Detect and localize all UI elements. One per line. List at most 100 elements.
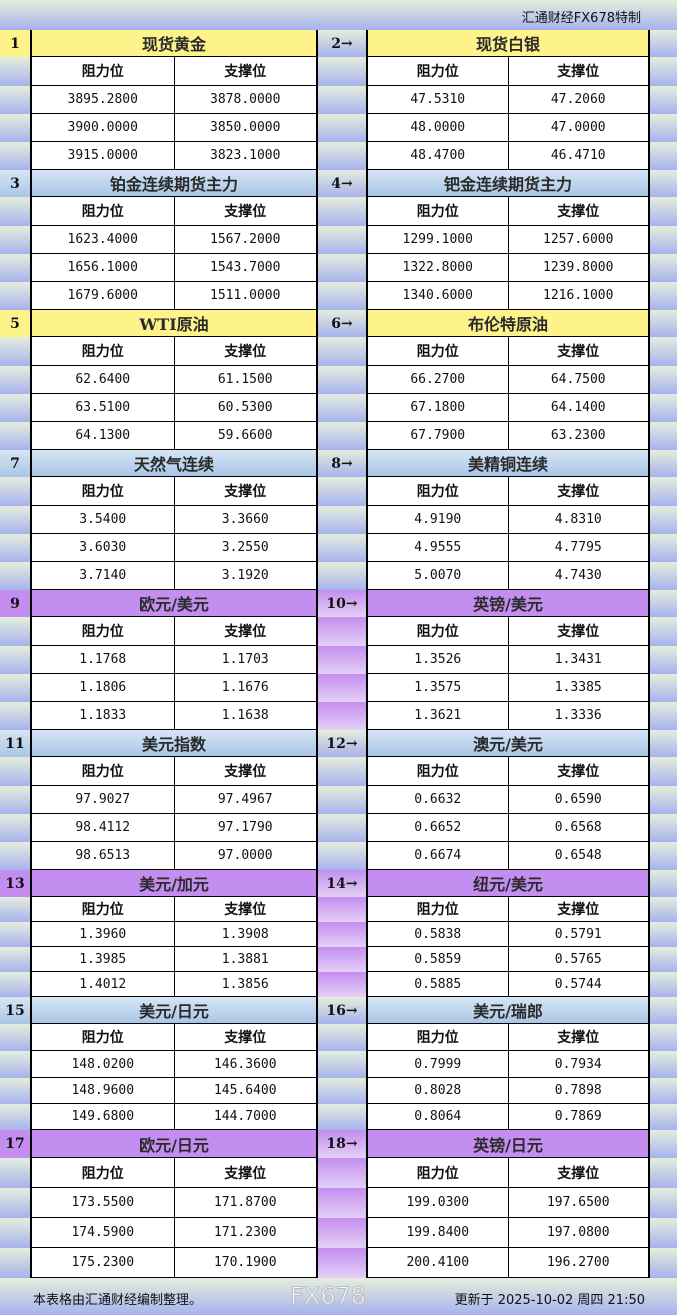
support-value: 3.3660 — [173, 506, 316, 533]
price-row: 62.6400 61.1500 — [30, 366, 316, 394]
block-number: 2→ — [316, 30, 368, 57]
block-row: 98.4112 97.1790 0.6652 0.6568 — [0, 814, 677, 842]
column-header-row: 阻力位 支撑位 — [30, 757, 316, 786]
side-strip — [648, 422, 677, 450]
resistance-header: 阻力位 — [368, 477, 508, 505]
column-header-row: 阻力位 支撑位 — [368, 57, 648, 86]
resistance-header: 阻力位 — [368, 1158, 508, 1187]
instrument-title: 现货黄金 — [32, 30, 316, 56]
side-strip — [648, 617, 677, 646]
price-row: 1.1806 1.1676 — [30, 674, 316, 702]
block-row: 阻力位 支撑位 阻力位 支撑位 — [0, 57, 677, 86]
support-value: 1.3856 — [173, 972, 316, 996]
block-number — [0, 814, 30, 842]
block-row: 阻力位 支撑位 阻力位 支撑位 — [0, 757, 677, 786]
column-header-row: 阻力位 支撑位 — [30, 1024, 316, 1051]
block-row: 1.1768 1.1703 1.3526 1.3431 — [0, 646, 677, 674]
support-value: 1511.0000 — [173, 282, 316, 309]
support-value: 0.5744 — [507, 972, 648, 996]
support-value: 4.7795 — [507, 534, 648, 561]
support-value: 197.6500 — [507, 1188, 648, 1217]
support-value: 1.1703 — [173, 646, 316, 673]
side-strip — [648, 814, 677, 842]
resistance-header: 阻力位 — [368, 197, 508, 225]
block-row: 1.3985 1.3881 0.5859 0.5765 — [0, 947, 677, 972]
support-value: 144.7000 — [173, 1104, 316, 1129]
block-row: 5 WTI原油 6→ 布伦特原油 — [0, 310, 677, 337]
block-number: 10→ — [316, 590, 368, 617]
resistance-value: 1656.1000 — [32, 254, 174, 281]
price-row: 1322.8000 1239.8000 — [368, 254, 648, 282]
resistance-header: 阻力位 — [32, 477, 174, 505]
price-row: 0.6632 0.6590 — [368, 786, 648, 814]
block-number — [0, 394, 30, 422]
side-strip — [648, 1130, 677, 1158]
column-header-row: 阻力位 支撑位 — [368, 1158, 648, 1188]
column-header-row: 阻力位 支撑位 — [368, 477, 648, 506]
block-row: 1.3960 1.3908 0.5838 0.5791 — [0, 922, 677, 947]
side-strip — [648, 57, 677, 86]
block-row: 149.6800 144.7000 0.8064 0.7869 — [0, 1104, 677, 1130]
block-row: 173.5500 171.8700 199.0300 197.6500 — [0, 1188, 677, 1218]
resistance-value: 200.4100 — [368, 1248, 508, 1277]
support-value: 1239.8000 — [507, 254, 648, 281]
side-strip — [648, 226, 677, 254]
block-title-row: 铂金连续期货主力 — [30, 170, 316, 197]
block-number — [0, 506, 30, 534]
block-number: 9 — [0, 590, 30, 617]
block-number — [0, 674, 30, 702]
column-header-row: 阻力位 支撑位 — [368, 1024, 648, 1051]
instrument-title: 钯金连续期货主力 — [368, 170, 648, 196]
side-strip — [648, 1248, 677, 1278]
side-strip — [648, 450, 677, 477]
support-value: 145.6400 — [173, 1078, 316, 1103]
block-number — [0, 197, 30, 226]
block-number — [0, 422, 30, 450]
block-row: 3900.0000 3850.0000 48.0000 47.0000 — [0, 114, 677, 142]
support-value: 61.1500 — [173, 366, 316, 393]
price-row: 48.4700 46.4710 — [368, 142, 648, 170]
block-title-row: 欧元/美元 — [30, 590, 316, 617]
block-number — [316, 1024, 368, 1051]
price-row: 48.0000 47.0000 — [368, 114, 648, 142]
instrument-title: 英镑/日元 — [368, 1130, 648, 1157]
block-number — [316, 1078, 368, 1104]
price-row: 66.2700 64.7500 — [368, 366, 648, 394]
block-number — [316, 617, 368, 646]
block-row: 阻力位 支撑位 阻力位 支撑位 — [0, 197, 677, 226]
resistance-value: 1299.1000 — [368, 226, 508, 253]
block-row: 174.5900 171.2300 199.8400 197.0800 — [0, 1218, 677, 1248]
support-value: 170.1900 — [173, 1248, 316, 1277]
price-row: 64.1300 59.6600 — [30, 422, 316, 450]
support-value: 47.2060 — [507, 86, 648, 113]
block-title-row: 纽元/美元 — [368, 870, 648, 897]
block-row: 3895.2800 3878.0000 47.5310 47.2060 — [0, 86, 677, 114]
resistance-value: 0.5885 — [368, 972, 508, 996]
instrument-title: 美元/瑞郎 — [368, 997, 648, 1023]
block-number — [316, 1051, 368, 1078]
block-number — [0, 1188, 30, 1218]
price-row: 173.5500 171.8700 — [30, 1188, 316, 1218]
price-row: 63.5100 60.5300 — [30, 394, 316, 422]
side-strip — [648, 1188, 677, 1218]
resistance-value: 174.5900 — [32, 1218, 174, 1247]
side-strip — [648, 590, 677, 617]
block-row: 3915.0000 3823.1000 48.4700 46.4710 — [0, 142, 677, 170]
block-title-row: 钯金连续期货主力 — [368, 170, 648, 197]
instrument-title: 英镑/美元 — [368, 590, 648, 616]
side-strip — [648, 870, 677, 897]
resistance-header: 阻力位 — [32, 57, 174, 85]
side-strip — [648, 1104, 677, 1130]
block-number — [0, 86, 30, 114]
block-number — [316, 702, 368, 730]
block-number — [316, 1104, 368, 1130]
block-number — [316, 814, 368, 842]
top-bar: 汇通财经FX678特制 — [0, 0, 677, 30]
support-value: 3878.0000 — [173, 86, 316, 113]
support-value: 0.7934 — [507, 1051, 648, 1077]
resistance-header: 阻力位 — [32, 897, 174, 921]
support-value: 1.3881 — [173, 947, 316, 971]
resistance-value: 1.3575 — [368, 674, 508, 701]
block-row: 11 美元指数 12→ 澳元/美元 — [0, 730, 677, 757]
block-title-row: WTI原油 — [30, 310, 316, 337]
